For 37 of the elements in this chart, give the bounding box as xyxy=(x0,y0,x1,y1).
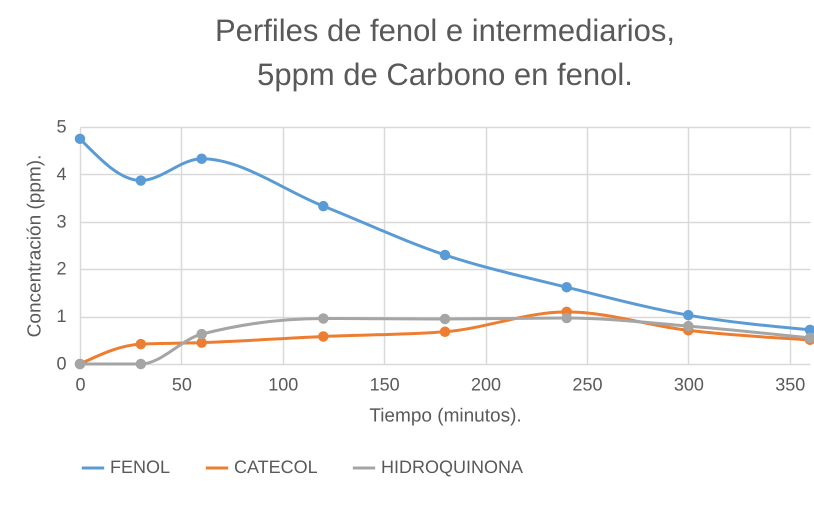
x-tick-label: 0 xyxy=(75,374,86,394)
y-tick-label: 1 xyxy=(56,306,66,326)
point xyxy=(440,314,450,324)
x-tick-label: 150 xyxy=(370,374,400,394)
x-tick-label: 300 xyxy=(674,374,704,394)
legend-label: HIDROQUINONA xyxy=(381,457,524,477)
point xyxy=(561,312,572,324)
legend-label: CATECOL xyxy=(234,457,318,477)
x-tick-label: 200 xyxy=(471,374,502,394)
point xyxy=(136,358,146,370)
x-tick-label: 350 xyxy=(775,374,806,394)
point xyxy=(196,337,207,348)
y-axis-title: Concentración (ppm). xyxy=(24,154,46,338)
y-tick-label: 0 xyxy=(56,354,66,374)
x-tick-label: 250 xyxy=(572,374,602,394)
point xyxy=(136,338,146,350)
chart-title: Perfiles de fenol e intermediarios, 5ppm de Carbono en fenol. xyxy=(214,13,676,92)
x-axis-title: Tiempo (minutos). xyxy=(369,406,522,426)
point xyxy=(683,320,694,332)
x-tick-label: 50 xyxy=(172,374,192,394)
point xyxy=(440,326,450,337)
point xyxy=(561,282,572,292)
y-tick-label: 2 xyxy=(56,258,66,279)
point xyxy=(196,154,207,164)
point xyxy=(136,175,146,186)
legend-label: FENOL xyxy=(110,457,170,477)
point xyxy=(318,331,329,342)
point xyxy=(74,134,86,144)
point xyxy=(196,328,207,340)
point xyxy=(318,200,329,212)
y-tick-label: 3 xyxy=(56,211,66,232)
x-tick-label: 100 xyxy=(268,374,298,394)
point xyxy=(318,313,329,324)
point xyxy=(683,310,694,320)
y-tick-label: 5 xyxy=(56,116,66,136)
point xyxy=(440,250,450,260)
y-tick-label: 4 xyxy=(56,164,66,184)
